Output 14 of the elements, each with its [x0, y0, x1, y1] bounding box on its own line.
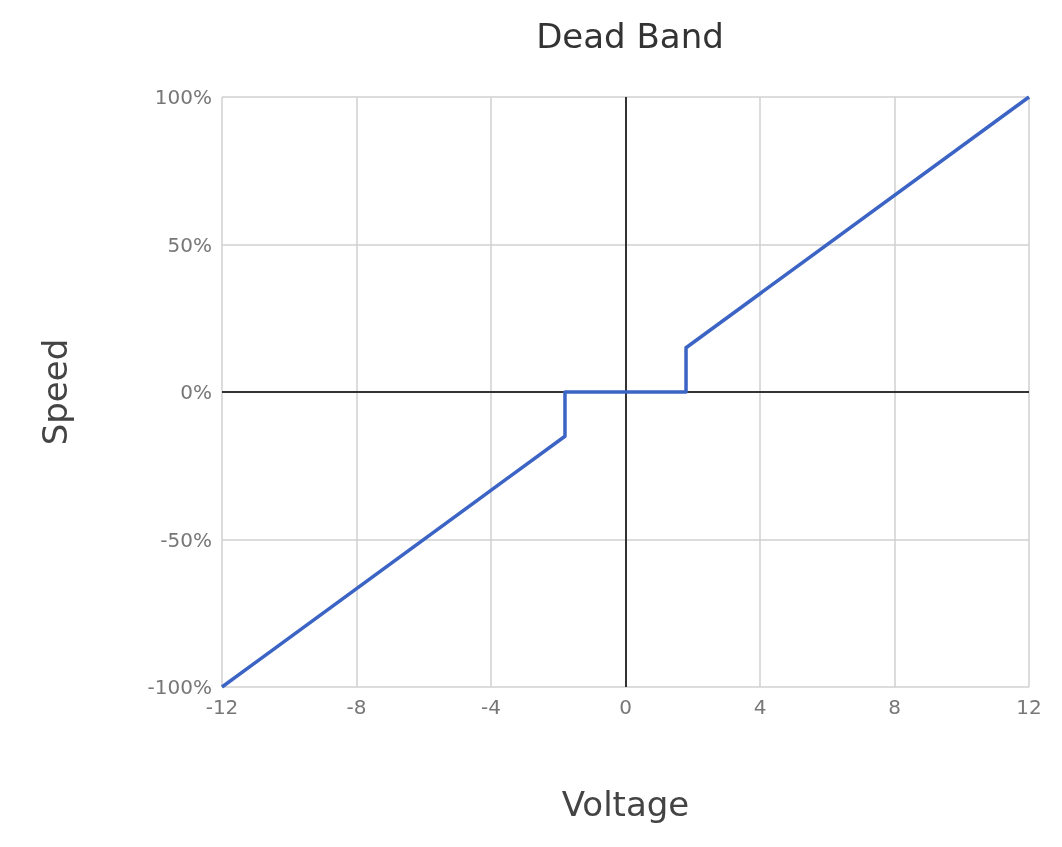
y-tick-label: 100%: [154, 85, 212, 109]
y-tick-label: 0%: [180, 380, 212, 404]
x-tick-label: 12: [1016, 695, 1042, 719]
x-tick-label: 0: [619, 695, 632, 719]
x-tick-label: 8: [888, 695, 901, 719]
y-tick-label: -50%: [160, 527, 212, 552]
x-axis-title: Voltage: [561, 784, 690, 824]
x-tick-label: -4: [481, 695, 501, 719]
x-tick-label: -8: [346, 695, 367, 719]
y-axis-title: Speed: [35, 338, 75, 446]
x-tick-label: 4: [753, 695, 767, 719]
y-tick-label: 50%: [167, 232, 212, 257]
line-series: [220, 95, 1031, 689]
chart-title: Dead Band: [536, 16, 724, 56]
